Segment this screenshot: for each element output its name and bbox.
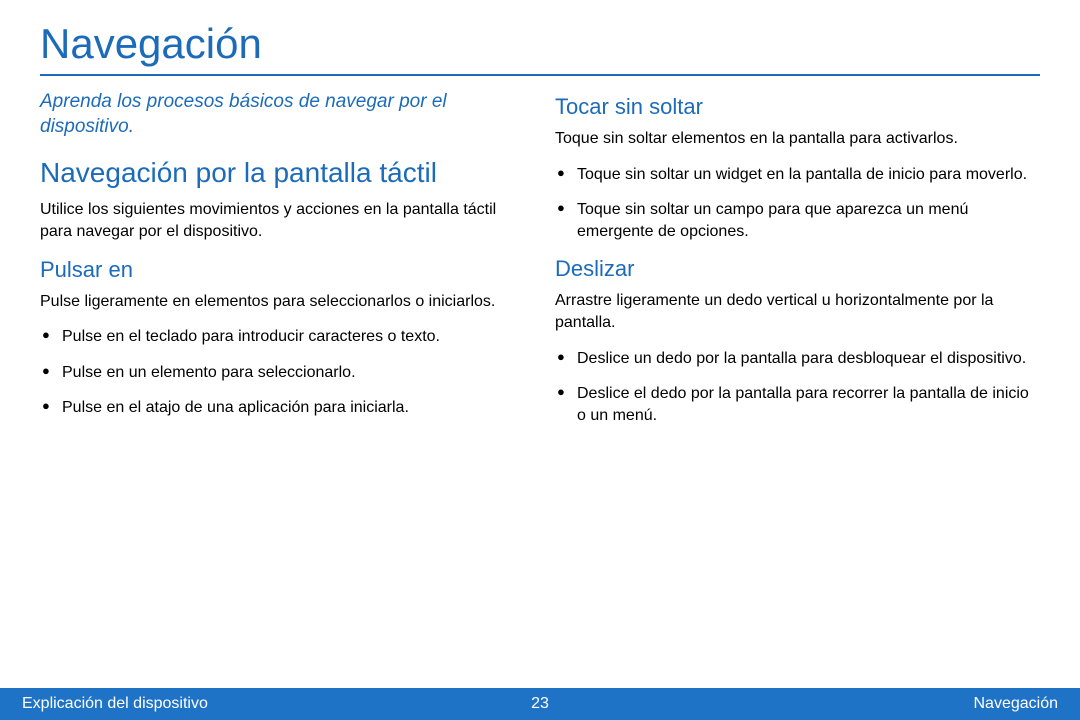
subsection-body-tap: Pulse ligeramente en elementos para sele…: [40, 291, 525, 313]
list-item: Pulse en un elemento para seleccionarlo.: [62, 362, 525, 384]
subsection-heading-swipe: Deslizar: [555, 256, 1040, 282]
title-rule: [40, 74, 1040, 76]
tap-list: Pulse en el teclado para introducir cara…: [40, 326, 525, 419]
intro-text: Aprenda los procesos básicos de navegar …: [40, 90, 525, 139]
subsection-heading-tap: Pulsar en: [40, 257, 525, 283]
list-item: Pulse en el teclado para introducir cara…: [62, 326, 525, 348]
swipe-list: Deslice un dedo por la pantalla para des…: [555, 348, 1040, 427]
footer-right: Navegación: [974, 695, 1059, 713]
section-body-touchscreen: Utilice los siguientes movimientos y acc…: [40, 199, 525, 242]
touchhold-list: Toque sin soltar un widget en la pantall…: [555, 164, 1040, 243]
footer-page-number: 23: [531, 695, 549, 713]
section-heading-touchscreen: Navegación por la pantalla táctil: [40, 157, 525, 189]
footer-left: Explicación del dispositivo: [22, 695, 208, 713]
page-footer: Explicación del dispositivo 23 Navegació…: [0, 688, 1080, 720]
list-item: Toque sin soltar un campo para que apare…: [577, 199, 1040, 242]
subsection-body-swipe: Arrastre ligeramente un dedo vertical u …: [555, 290, 1040, 333]
list-item: Deslice el dedo por la pantalla para rec…: [577, 383, 1040, 426]
content-columns: Aprenda los procesos básicos de navegar …: [40, 90, 1040, 440]
list-item: Pulse en el atajo de una aplicación para…: [62, 397, 525, 419]
left-column: Aprenda los procesos básicos de navegar …: [40, 90, 525, 440]
page-title: Navegación: [40, 20, 1040, 68]
subsection-body-touchhold: Toque sin soltar elementos en la pantall…: [555, 128, 1040, 150]
list-item: Deslice un dedo por la pantalla para des…: [577, 348, 1040, 370]
subsection-heading-touchhold: Tocar sin soltar: [555, 94, 1040, 120]
right-column: Tocar sin soltar Toque sin soltar elemen…: [555, 90, 1040, 440]
list-item: Toque sin soltar un widget en la pantall…: [577, 164, 1040, 186]
document-page: Navegación Aprenda los procesos básicos …: [0, 0, 1080, 720]
